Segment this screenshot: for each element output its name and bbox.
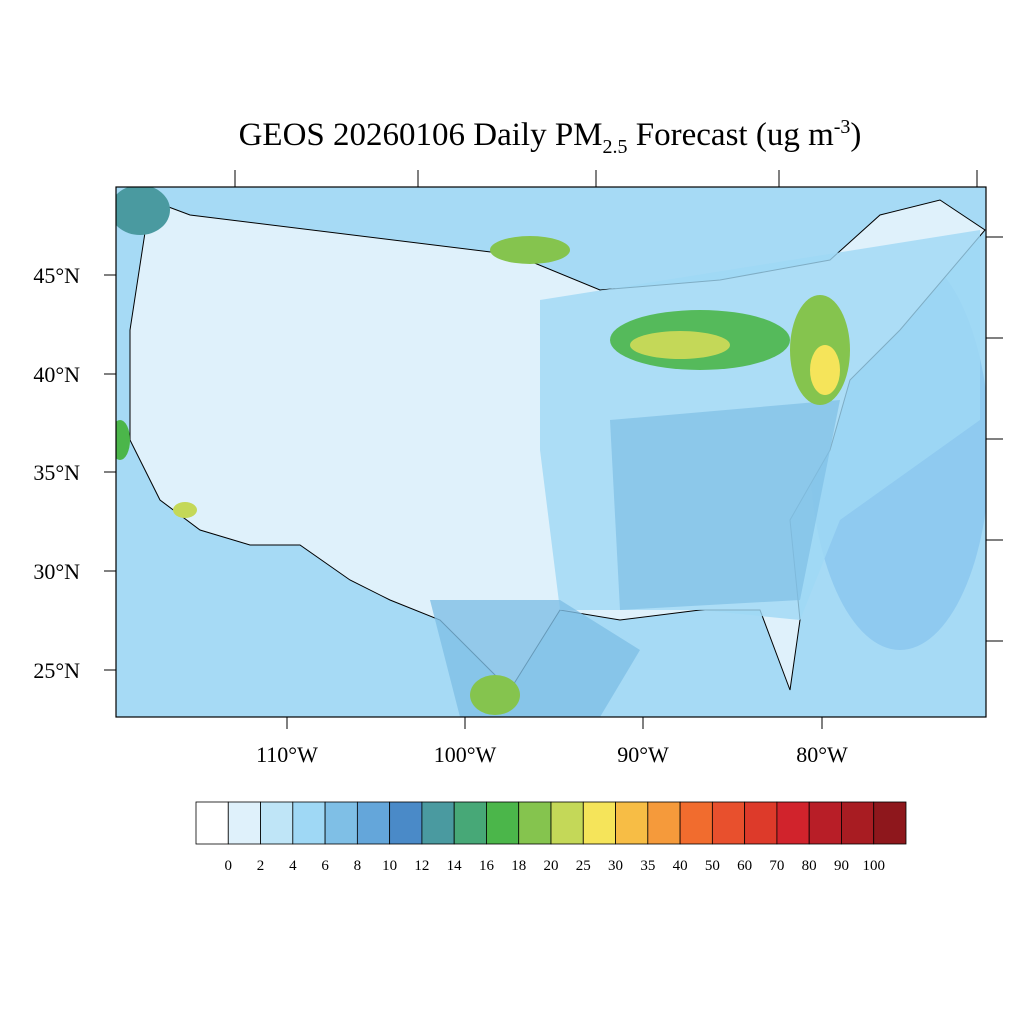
colorbar-label: 60	[737, 858, 752, 874]
field-patch	[116, 187, 170, 235]
colorbar-box	[324, 801, 358, 845]
map-field	[116, 187, 986, 717]
title-text: Forecast (ug m	[628, 117, 835, 153]
colorbar: 0 2 4 6 8 10 12 14 16 18 20 25 30 35 40 50 60 70 80 90 100	[195, 801, 907, 874]
title-text: )	[850, 117, 861, 153]
colorbar-box	[808, 801, 842, 845]
colorbar-label: 16	[479, 858, 495, 874]
lat-label: 45°N	[33, 263, 80, 288]
colorbar-label: 50	[705, 858, 720, 874]
colorbar-box	[227, 801, 261, 845]
lon-label: 100°W	[434, 742, 497, 767]
colorbar-box	[518, 801, 552, 845]
colorbar-box	[421, 801, 455, 845]
colorbar-box	[776, 801, 810, 845]
colorbar-box	[744, 801, 778, 845]
colorbar-box	[389, 801, 423, 845]
field-patch	[630, 331, 730, 359]
colorbar-label: 100	[862, 858, 885, 874]
lon-label: 110°W	[256, 742, 318, 767]
title-subscript: 2.5	[603, 136, 628, 158]
colorbar-label: 70	[769, 858, 784, 874]
colorbar-label: 80	[802, 858, 817, 874]
lat-label: 30°N	[33, 559, 80, 584]
colorbar-box	[679, 801, 713, 845]
colorbar-box	[841, 801, 875, 845]
colorbar-box	[260, 801, 294, 845]
colorbar-label: 14	[447, 858, 463, 874]
field-patch	[470, 675, 520, 715]
field-patch	[116, 420, 130, 460]
colorbar-box	[711, 801, 746, 845]
colorbar-box	[615, 801, 649, 845]
colorbar-label: 4	[289, 858, 297, 874]
colorbar-box	[486, 801, 520, 845]
field-patch	[490, 236, 570, 264]
map-title: GEOS 20260106 Daily PM2.5 Forecast (ug m…	[239, 116, 862, 158]
colorbar-box	[356, 801, 391, 845]
colorbar-label: 90	[834, 858, 849, 874]
colorbar-label: 10	[382, 858, 397, 874]
colorbar-label: 30	[608, 858, 623, 874]
lat-label: 35°N	[33, 460, 80, 485]
title-superscript: -3	[834, 116, 851, 138]
colorbar-box	[647, 801, 681, 845]
colorbar-label: 8	[354, 858, 362, 874]
lon-label: 90°W	[617, 742, 669, 767]
lat-label: 40°N	[33, 362, 80, 387]
colorbar-label: 25	[576, 858, 591, 874]
title-text: GEOS 20260106 Daily PM	[239, 117, 603, 153]
lat-label: 25°N	[33, 658, 80, 683]
map-ticks: 45°N 40°N 35°N 30°N 25°N 110°W 100°W 90°W 80°W	[33, 170, 1003, 767]
colorbar-label: 18	[511, 858, 526, 874]
colorbar-label: 0	[225, 858, 233, 874]
lon-label: 80°W	[796, 742, 848, 767]
map-frame	[115, 186, 987, 718]
colorbar-label: 12	[414, 858, 429, 874]
field-patch	[810, 345, 840, 395]
colorbar-box	[550, 801, 584, 845]
field-patch	[610, 400, 840, 610]
colorbar-label: 35	[640, 858, 655, 874]
colorbar-box	[292, 801, 326, 845]
field-patch	[173, 502, 197, 518]
colorbar-label: 2	[257, 858, 265, 874]
colorbar-box	[195, 801, 229, 845]
colorbar-box	[873, 801, 907, 845]
colorbar-box	[582, 801, 616, 845]
colorbar-label: 6	[321, 858, 329, 874]
colorbar-label: 20	[544, 858, 559, 874]
colorbar-box	[453, 801, 487, 845]
colorbar-label: 40	[673, 858, 688, 874]
